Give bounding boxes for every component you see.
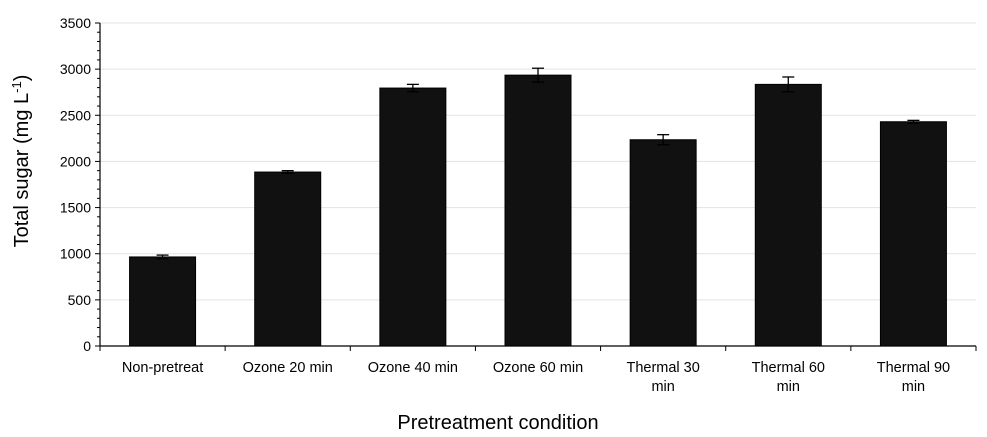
x-category-label: Thermal 30 min	[626, 360, 699, 395]
x-category-label-line: min	[902, 379, 925, 395]
x-category-label-line: Ozone 20 min	[243, 360, 333, 376]
x-category-label: Ozone 60 min	[493, 360, 583, 376]
x-category-label: Ozone 20 min	[243, 360, 333, 376]
y-tick-label: 1500	[60, 200, 91, 216]
y-tick-label: 3000	[60, 61, 91, 77]
y-tick-label: 500	[68, 292, 92, 308]
x-category-label-line: Thermal 60	[752, 360, 825, 376]
y-tick-label: 1000	[60, 246, 91, 262]
x-category-labels: Non-pretreat Ozone 20 min Ozone 40 min Ozon…	[122, 360, 950, 395]
bar	[629, 139, 697, 347]
bar	[504, 74, 572, 347]
y-axis-title-superscript: -1	[9, 81, 24, 93]
x-category-label-line: Ozone 60 min	[493, 360, 583, 376]
bar	[129, 256, 197, 347]
x-category-label-line: Non-pretreat	[122, 360, 203, 376]
x-category-label-line: Thermal 30	[626, 360, 699, 376]
y-axis-title: Total sugar (mg L-1)	[9, 75, 34, 248]
bar	[879, 121, 947, 347]
y-tick-label: 3500	[60, 15, 91, 31]
y-tick-label: 2500	[60, 107, 91, 123]
bar	[754, 83, 822, 347]
x-category-label-line: min	[651, 379, 674, 395]
axes	[95, 22, 977, 351]
bars	[129, 74, 947, 347]
x-category-label: Non-pretreat	[122, 360, 203, 376]
x-category-label: Ozone 40 min	[368, 360, 458, 376]
x-category-label-line: min	[777, 379, 800, 395]
x-category-label: Thermal 90 min	[877, 360, 950, 395]
y-tick-labels: 0 500 1000 1500 2000 2500 3000 3500	[60, 15, 91, 354]
bar	[379, 87, 447, 347]
x-axis-title: Pretreatment condition	[397, 412, 598, 434]
y-axis-title-close: )	[11, 75, 33, 82]
y-axis-title-main: Total sugar (mg L	[11, 93, 33, 248]
x-category-label-line: Thermal 90	[877, 360, 950, 376]
x-category-label: Thermal 60 min	[752, 360, 825, 395]
y-tick-label: 0	[83, 338, 91, 354]
error-bars	[156, 67, 920, 260]
bar	[254, 171, 322, 347]
x-category-label-line: Ozone 40 min	[368, 360, 458, 376]
y-tick-label: 2000	[60, 153, 91, 169]
